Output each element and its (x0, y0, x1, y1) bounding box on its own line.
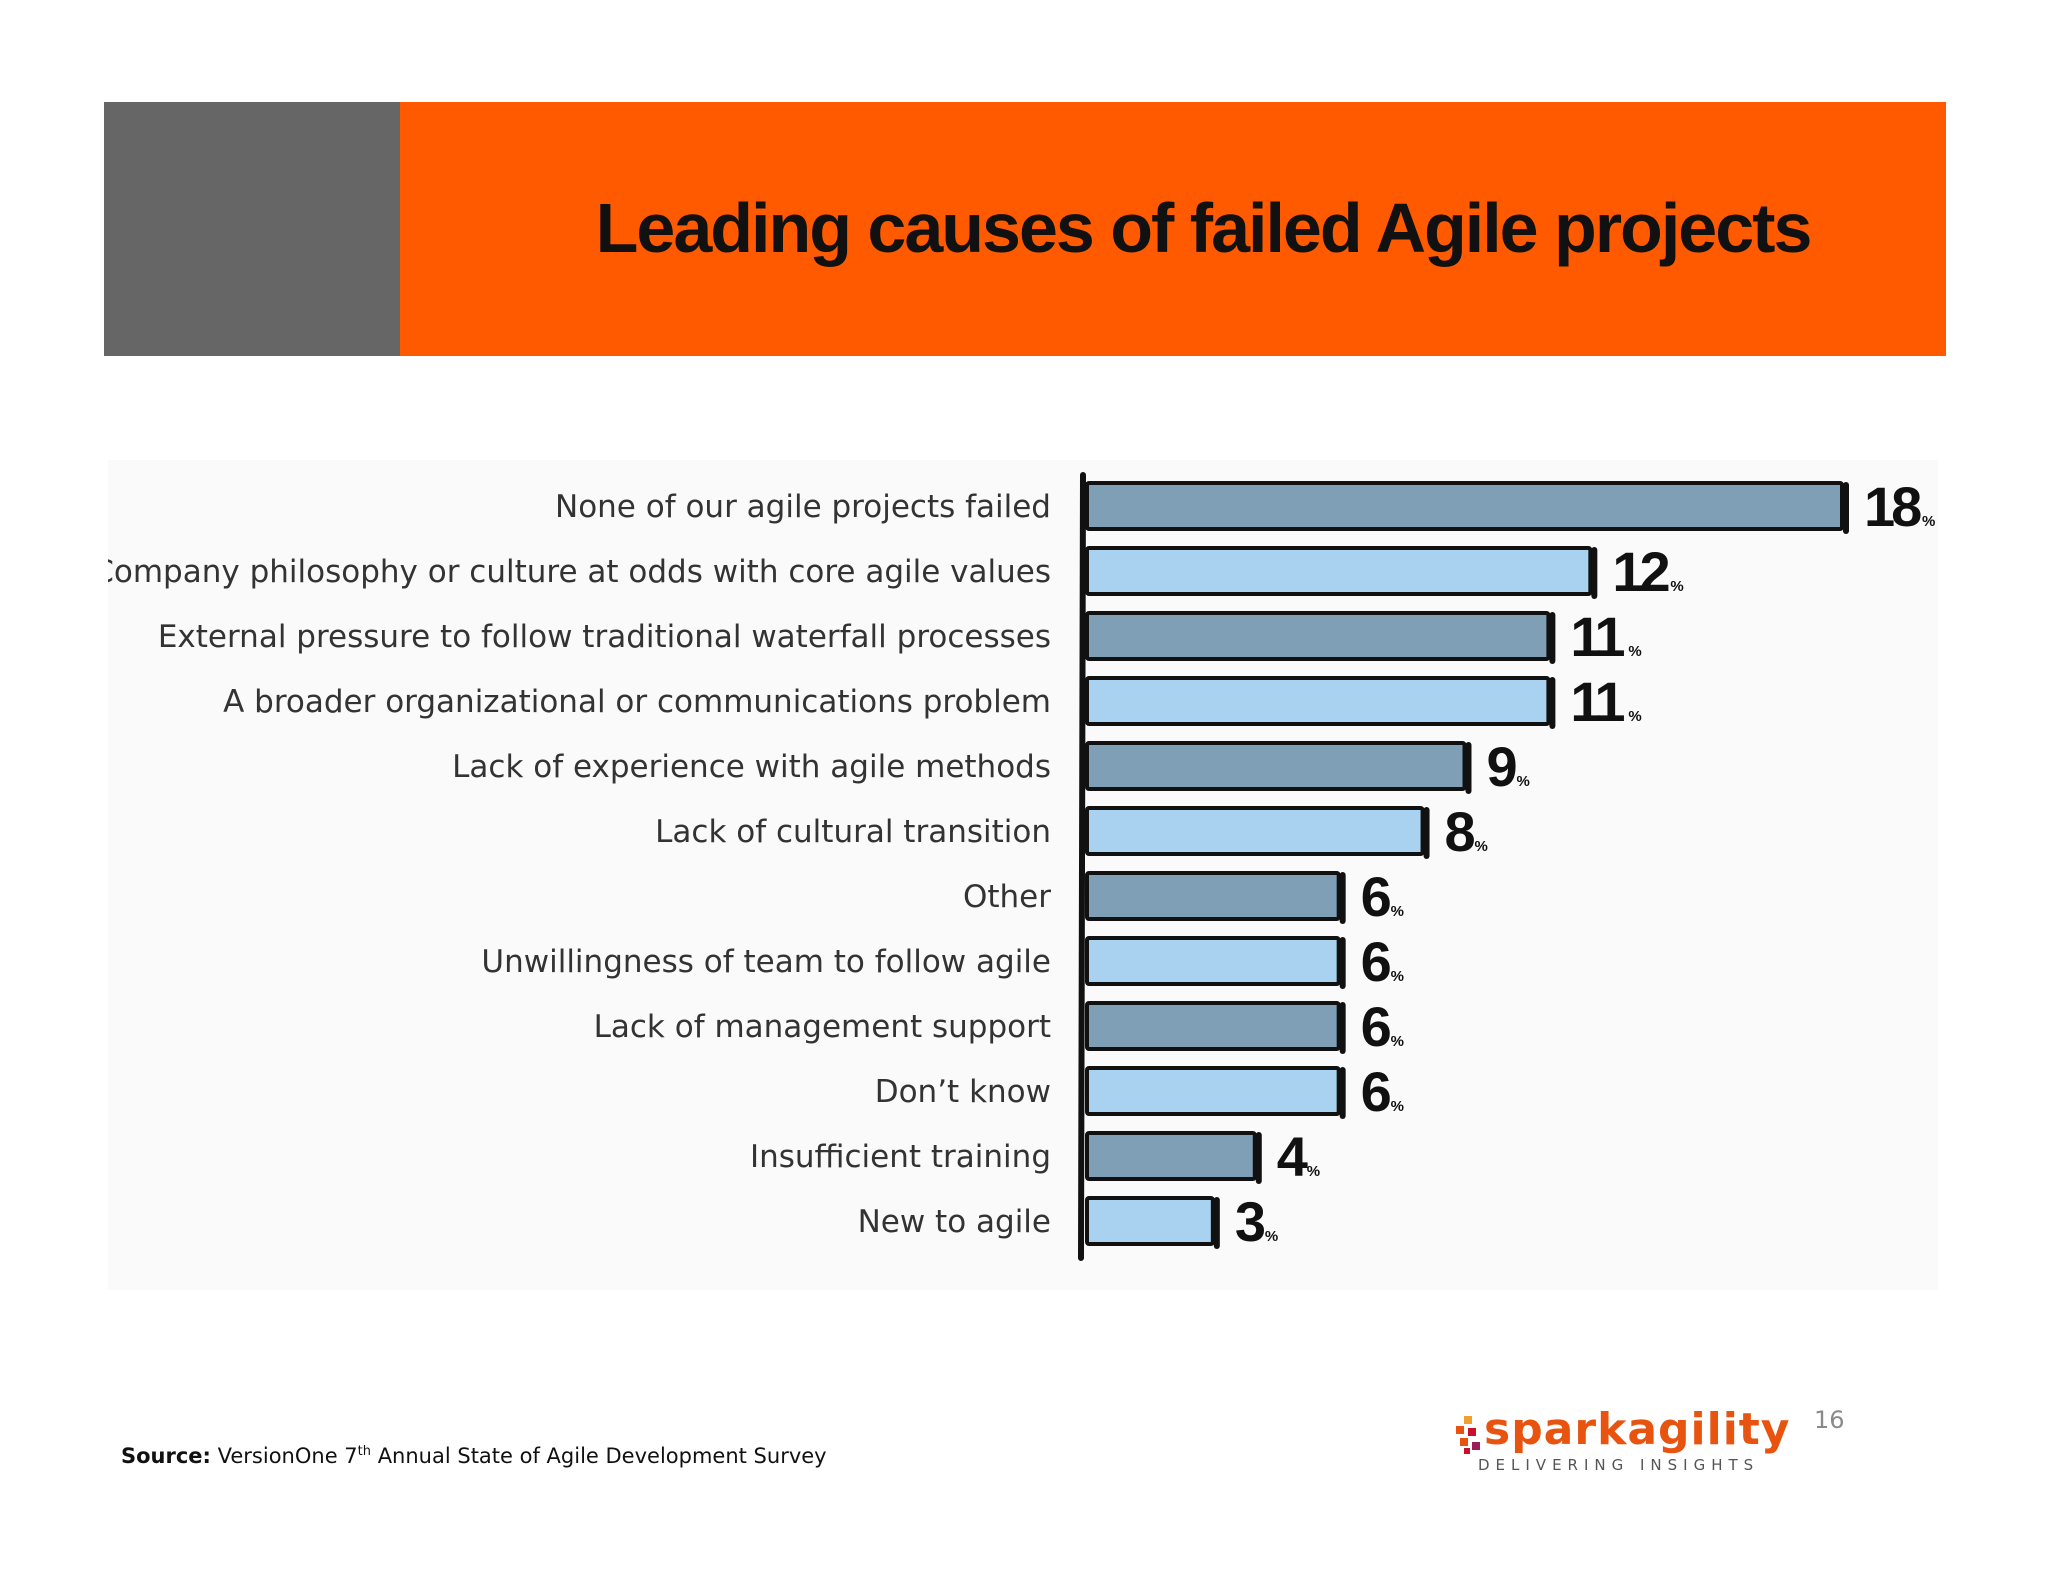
chart-axis-line (1078, 472, 1086, 1261)
bar (1085, 1196, 1215, 1246)
data-label: 11 (1570, 605, 1624, 668)
logo-word-agility: agility (1627, 1404, 1791, 1455)
data-label: 6 (1361, 995, 1391, 1058)
data-label: 6 (1361, 930, 1391, 993)
data-label-unit: % (1628, 708, 1641, 725)
category-label: Insufficient training (750, 1139, 1051, 1175)
source-label: Source: (121, 1444, 211, 1468)
logo-word-spark: spark (1484, 1404, 1628, 1455)
category-label: New to agile (858, 1204, 1051, 1240)
category-label: Other (963, 879, 1051, 915)
data-label-unit: % (1391, 903, 1404, 920)
data-label-unit: % (1391, 968, 1404, 985)
bar (1085, 1066, 1341, 1116)
slide-title: Leading causes of failed Agile projects (595, 189, 1813, 267)
title-grey-block (104, 102, 400, 356)
data-label-unit: % (1628, 643, 1641, 660)
page-number: 16 (1814, 1406, 1845, 1434)
bar (1085, 1001, 1341, 1051)
data-label-unit: % (1391, 1033, 1404, 1050)
category-label: Don’t know (875, 1074, 1051, 1110)
data-label: 3 (1235, 1190, 1265, 1253)
data-label-unit: % (1922, 513, 1935, 530)
category-label: Unwillingness of team to follow agile (481, 944, 1051, 980)
data-label-unit: % (1670, 578, 1683, 595)
category-label: Lack of cultural transition (655, 814, 1051, 850)
data-label: 8 (1445, 800, 1475, 863)
data-label: 6 (1361, 1060, 1391, 1123)
category-label: None of our agile projects failed (555, 489, 1051, 525)
category-label: A broader organizational or communicatio… (223, 684, 1051, 720)
bar (1085, 741, 1467, 791)
category-label: Company philosophy or culture at odds wi… (108, 554, 1051, 590)
data-label-unit: % (1517, 773, 1530, 790)
chart-panel: None of our agile projects failed 18% Comp… (108, 460, 1938, 1290)
bar-chart: None of our agile projects failed 18 % Comp… (108, 472, 1935, 1261)
bar (1085, 806, 1425, 856)
sparkagility-logo: sparkagility DELIVERING INSIGHTS (1454, 1402, 1789, 1482)
category-label: Lack of experience with agile methods (452, 749, 1051, 785)
logo-wordmark: sparkagility (1484, 1404, 1791, 1455)
category-label: External pressure to follow traditional … (158, 619, 1051, 655)
data-label: 6 (1361, 865, 1391, 928)
data-label: 18 (1864, 475, 1921, 538)
data-label-unit: % (1391, 1098, 1404, 1115)
source-text-before: VersionOne 7 (217, 1444, 358, 1468)
bar (1085, 611, 1551, 661)
data-label-unit: % (1475, 838, 1488, 855)
source-superscript: th (357, 1444, 372, 1459)
category-label: Lack of management support (594, 1009, 1051, 1045)
logo-tagline: DELIVERING INSIGHTS (1478, 1456, 1760, 1474)
data-label: 4 (1277, 1125, 1308, 1188)
bar (1085, 676, 1551, 726)
logo-pixel-mark-icon (1456, 1416, 1480, 1454)
data-label: 11 (1570, 670, 1624, 733)
data-label-unit: % (1307, 1163, 1320, 1180)
source-text-after: Annual State of Agile Development Survey (371, 1444, 827, 1468)
bar (1085, 546, 1593, 596)
data-label: 12 (1612, 540, 1668, 603)
bar (1085, 1131, 1257, 1181)
bar (1085, 871, 1341, 921)
bar (1085, 936, 1341, 986)
source-note: Source: VersionOne 7th Annual State of A… (121, 1444, 827, 1468)
data-label-unit: % (1265, 1228, 1278, 1245)
title-orange-block: Leading causes of failed Agile projects (400, 102, 1946, 356)
title-band: Leading causes of failed Agile projects (104, 102, 1946, 356)
data-label: 9 (1487, 735, 1517, 798)
bar (1085, 481, 1844, 531)
